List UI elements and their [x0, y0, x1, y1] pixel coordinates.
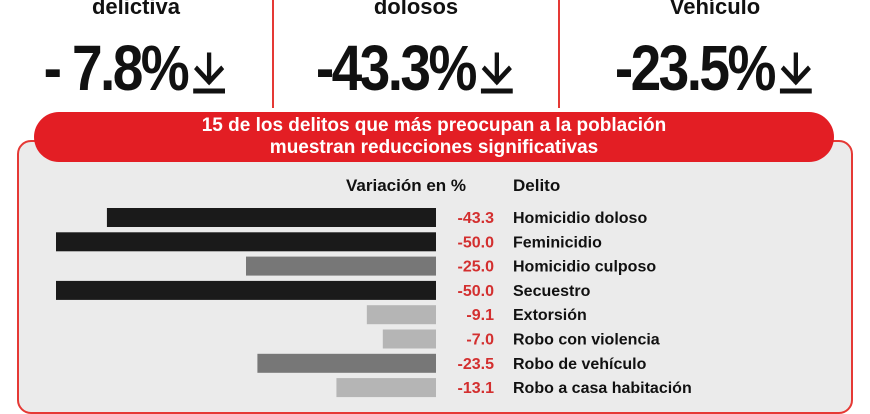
bar: [382, 329, 436, 349]
category-label: Secuestro: [513, 283, 591, 300]
category-label: Robo de vehículo: [513, 356, 647, 373]
bar-value-label: -23.5: [458, 356, 495, 373]
bar: [246, 256, 436, 276]
kpi-label: Vehículo: [669, 0, 761, 19]
bar-value-label: -43.3: [458, 210, 495, 227]
bar-value-label: -50.0: [458, 234, 495, 251]
x-axis-label: Variación en %: [346, 176, 466, 195]
kpi-divider: [272, 0, 274, 108]
category-label: Robo con violencia: [513, 332, 660, 349]
y-axis-label: Delito: [513, 176, 561, 195]
kpi-label: dolosos: [373, 0, 459, 19]
kpi-dolosos: dolosos -43.3%: [274, 0, 558, 108]
banner-line-1: 15 de los delitos que más preocupan a la…: [201, 115, 667, 136]
kpi-delictiva: delictiva - 7.8%: [0, 0, 272, 108]
kpi-value: -23.5%: [582, 36, 849, 100]
kpi-value: -43.3%: [294, 36, 538, 100]
arrow-down-icon: [193, 52, 226, 94]
bar-value-label: -9.1: [466, 307, 494, 324]
bar-value-label: -13.1: [458, 380, 495, 397]
bar: [56, 280, 436, 300]
bar: [56, 232, 436, 252]
bar: [257, 353, 436, 373]
kpi-vehiculo: Vehículo -23.5%: [560, 0, 870, 108]
bar: [336, 378, 436, 398]
category-label: Robo a casa habitación: [513, 380, 692, 397]
kpi-label: delictiva: [91, 0, 181, 19]
arrow-down-icon: [481, 52, 514, 94]
category-label: Feminicidio: [513, 234, 602, 251]
bar-value-label: -7.0: [466, 332, 494, 349]
arrow-down-icon: [780, 52, 813, 94]
kpi-value: - 7.8%: [19, 36, 253, 100]
banner: 15 de los delitos que más preocupan a la…: [34, 112, 834, 162]
bar-chart: -43.3 Homicidio doloso -50.0 Feminicidio -25…: [56, 208, 692, 398]
bar-value-label: -25.0: [458, 259, 495, 276]
category-label: Extorsión: [513, 307, 587, 324]
kpi-divider: [558, 0, 560, 108]
bar-value-label: -50.0: [458, 283, 495, 300]
bar: [366, 305, 436, 325]
category-label: Homicidio culposo: [513, 259, 656, 276]
bar: [106, 208, 437, 227]
category-label: Homicidio doloso: [513, 210, 647, 227]
banner-line-2: muestran reducciones significativas: [269, 137, 599, 158]
